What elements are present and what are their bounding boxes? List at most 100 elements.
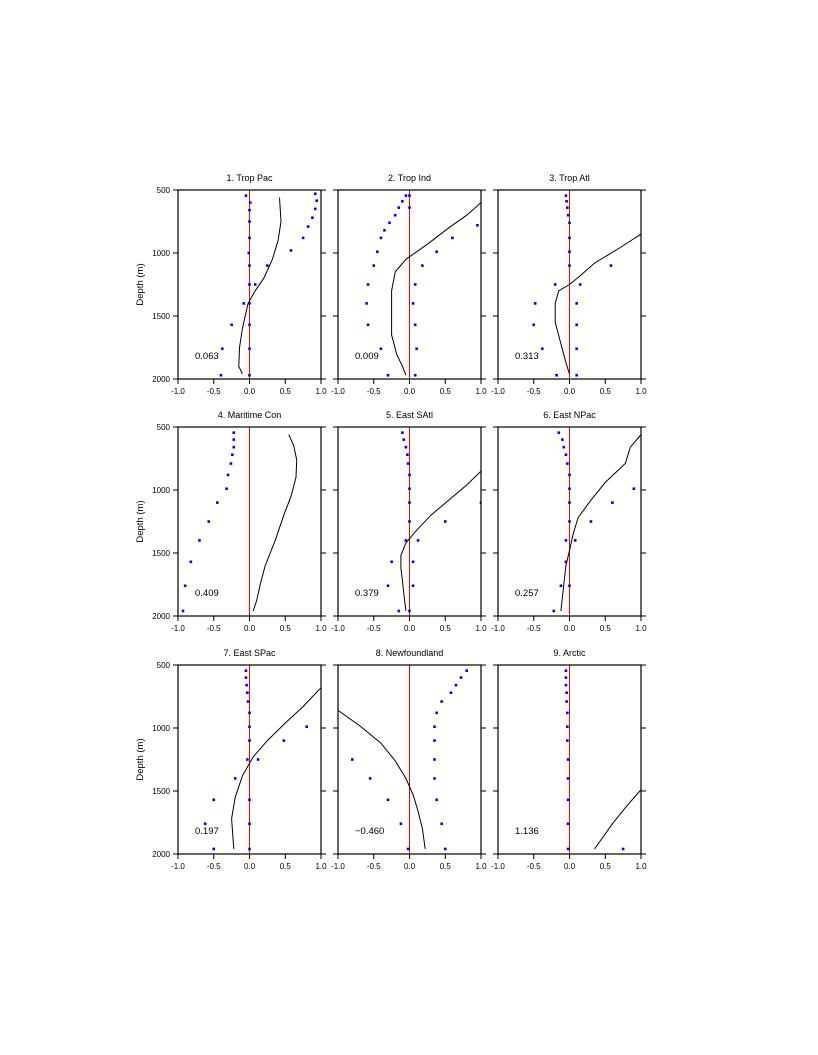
data-point bbox=[404, 539, 408, 542]
data-point bbox=[368, 777, 372, 780]
data-point bbox=[212, 847, 216, 851]
panel-annotation: 0.409 bbox=[195, 588, 219, 599]
panel-title: 7. East SPac bbox=[223, 648, 276, 658]
data-point bbox=[219, 373, 223, 377]
data-point bbox=[408, 194, 411, 197]
panel-title: 6. East NPac bbox=[543, 410, 596, 420]
x-tick-label: 1.0 bbox=[635, 624, 647, 633]
data-point bbox=[573, 539, 577, 542]
data-point bbox=[248, 264, 251, 267]
data-point bbox=[256, 758, 260, 761]
data-point bbox=[189, 560, 193, 564]
x-tick-label: -1.0 bbox=[491, 862, 505, 871]
data-point bbox=[315, 199, 319, 203]
data-point bbox=[247, 251, 251, 255]
y-axis-label: Depth (m) bbox=[135, 263, 146, 305]
y-tick-label: 1500 bbox=[152, 312, 170, 321]
x-tick-label: 1.0 bbox=[475, 387, 487, 396]
profile-curve bbox=[338, 709, 426, 850]
panel-title: 9. Arctic bbox=[553, 648, 586, 658]
data-point bbox=[568, 520, 571, 523]
data-point bbox=[465, 669, 468, 672]
dot-series bbox=[564, 669, 625, 851]
dot-series bbox=[552, 431, 636, 613]
x-tick-label: 0.5 bbox=[440, 387, 452, 396]
data-point bbox=[440, 822, 443, 826]
panel-annotation: 0.063 bbox=[195, 351, 219, 362]
data-point bbox=[476, 223, 479, 227]
data-point bbox=[566, 711, 569, 715]
data-point bbox=[575, 347, 578, 351]
data-point bbox=[229, 462, 233, 465]
data-point bbox=[379, 236, 383, 240]
data-point bbox=[244, 676, 248, 679]
x-tick-label: 0.0 bbox=[404, 862, 416, 871]
data-point bbox=[440, 700, 443, 703]
data-point bbox=[568, 584, 571, 588]
data-point bbox=[568, 236, 571, 240]
data-point bbox=[266, 264, 269, 267]
x-tick-label: 1.0 bbox=[315, 862, 327, 871]
data-point bbox=[564, 683, 568, 687]
data-point bbox=[221, 347, 224, 351]
profile-curve bbox=[238, 197, 282, 375]
x-tick-label: 0.5 bbox=[600, 624, 612, 633]
data-point bbox=[533, 302, 537, 305]
data-point bbox=[366, 323, 370, 327]
data-point bbox=[433, 777, 436, 780]
panel-annotation: 1.136 bbox=[515, 826, 539, 837]
data-point bbox=[181, 609, 185, 613]
x-tick-label: -0.5 bbox=[367, 624, 381, 633]
data-point bbox=[397, 609, 401, 613]
data-point bbox=[401, 200, 404, 203]
y-tick-label: 2000 bbox=[152, 375, 170, 384]
data-point bbox=[552, 609, 556, 613]
x-tick-label: -0.5 bbox=[527, 624, 541, 633]
data-point bbox=[246, 691, 249, 695]
data-point bbox=[216, 501, 219, 504]
data-point bbox=[248, 283, 251, 286]
data-point bbox=[566, 822, 570, 826]
data-point bbox=[207, 520, 211, 523]
x-tick-label: 1.0 bbox=[315, 387, 327, 396]
y-tick-label: 1000 bbox=[152, 724, 170, 733]
dot-series bbox=[365, 194, 479, 377]
dot-series bbox=[386, 431, 481, 613]
y-tick-label: 500 bbox=[157, 661, 171, 670]
data-point bbox=[566, 758, 570, 761]
x-tick-label: 0.0 bbox=[564, 387, 576, 396]
data-point bbox=[408, 609, 411, 613]
data-point bbox=[411, 584, 415, 588]
x-tick-label: 1.0 bbox=[635, 862, 647, 871]
data-point bbox=[248, 302, 251, 305]
x-tick-label: 1.0 bbox=[475, 862, 487, 871]
data-point bbox=[433, 725, 436, 729]
data-point bbox=[443, 520, 447, 523]
data-point bbox=[183, 584, 187, 588]
data-point bbox=[411, 302, 415, 305]
data-point bbox=[379, 347, 383, 351]
data-point bbox=[203, 822, 207, 826]
x-tick-label: 0.5 bbox=[280, 387, 292, 396]
data-point bbox=[435, 798, 438, 802]
data-point bbox=[198, 539, 201, 542]
x-tick-label: -0.5 bbox=[207, 624, 221, 633]
x-tick-label: 0.5 bbox=[600, 387, 612, 396]
panel-8: 8. Newfoundland -1.0 -0.5 0.0 0.5 1.0 −0.460 bbox=[331, 648, 487, 871]
data-point bbox=[421, 264, 424, 267]
panel-title: 5. East SAtl bbox=[386, 410, 433, 420]
data-point bbox=[565, 691, 568, 695]
data-point bbox=[282, 739, 286, 742]
data-point bbox=[433, 758, 436, 761]
data-point bbox=[408, 206, 411, 209]
data-point bbox=[566, 213, 570, 217]
data-point bbox=[408, 501, 411, 504]
panel-annotation: 0.379 bbox=[355, 588, 379, 599]
data-point bbox=[459, 676, 463, 679]
x-tick-label: 1.0 bbox=[475, 624, 487, 633]
data-point bbox=[383, 229, 386, 232]
data-point bbox=[248, 201, 252, 204]
panel-annotation: 0.257 bbox=[515, 588, 539, 599]
x-tick-label: 0.0 bbox=[244, 624, 256, 633]
